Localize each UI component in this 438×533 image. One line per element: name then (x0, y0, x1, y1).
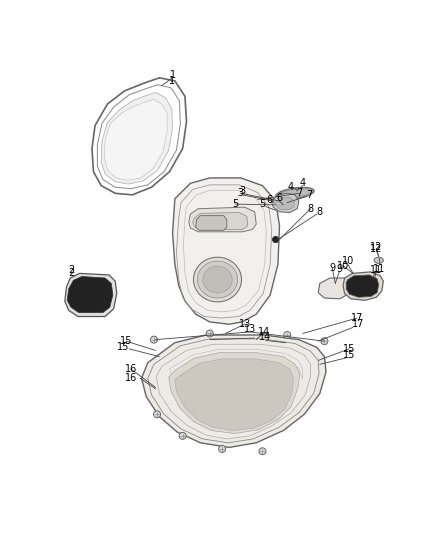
Text: 5: 5 (232, 199, 238, 209)
Ellipse shape (259, 448, 266, 455)
Text: 4: 4 (300, 177, 306, 188)
Ellipse shape (179, 432, 186, 439)
Ellipse shape (151, 336, 157, 343)
Text: 6: 6 (276, 193, 283, 203)
Polygon shape (104, 99, 167, 180)
Polygon shape (318, 278, 351, 299)
Text: 16: 16 (124, 364, 137, 374)
Polygon shape (276, 197, 294, 209)
Text: 4: 4 (288, 182, 294, 192)
Text: 12: 12 (370, 242, 382, 252)
Polygon shape (169, 353, 300, 433)
Text: 15: 15 (343, 344, 356, 354)
Ellipse shape (154, 411, 161, 418)
Text: 12: 12 (370, 244, 382, 254)
Text: 6: 6 (266, 195, 272, 205)
Polygon shape (67, 277, 113, 313)
Text: 11: 11 (373, 264, 385, 274)
Text: 15: 15 (120, 336, 132, 346)
Ellipse shape (194, 257, 241, 302)
Text: 14: 14 (259, 332, 272, 342)
Polygon shape (193, 213, 248, 230)
Text: 17: 17 (351, 313, 363, 323)
Polygon shape (175, 359, 293, 431)
Polygon shape (141, 335, 326, 447)
Text: 8: 8 (316, 207, 322, 217)
Text: 11: 11 (370, 265, 382, 276)
Text: 5: 5 (259, 199, 265, 209)
Text: 1: 1 (169, 76, 175, 86)
Text: 17: 17 (352, 319, 365, 329)
Text: 9: 9 (336, 264, 342, 274)
Ellipse shape (219, 446, 226, 453)
Text: 7: 7 (306, 190, 312, 200)
Ellipse shape (272, 237, 279, 243)
Polygon shape (272, 193, 299, 213)
Ellipse shape (284, 332, 291, 338)
Text: 15: 15 (117, 342, 129, 352)
Text: 8: 8 (307, 204, 314, 214)
Text: 7: 7 (296, 188, 302, 198)
Ellipse shape (321, 338, 328, 345)
Text: 13: 13 (239, 319, 251, 329)
Text: 1: 1 (170, 70, 176, 80)
Polygon shape (101, 92, 173, 184)
Text: 10: 10 (337, 261, 349, 271)
Text: 3: 3 (239, 186, 245, 196)
Ellipse shape (203, 266, 232, 293)
Text: 16: 16 (124, 373, 137, 383)
Ellipse shape (374, 257, 383, 263)
Text: 13: 13 (244, 324, 256, 334)
Ellipse shape (206, 330, 213, 337)
Polygon shape (65, 273, 117, 317)
Ellipse shape (278, 189, 312, 198)
Polygon shape (346, 275, 379, 297)
Polygon shape (196, 216, 227, 230)
Text: 14: 14 (258, 327, 270, 337)
Text: 10: 10 (342, 256, 354, 266)
Text: 3: 3 (238, 188, 244, 198)
Ellipse shape (198, 261, 238, 298)
Polygon shape (189, 207, 256, 232)
Text: 2: 2 (69, 269, 75, 278)
Text: 9: 9 (329, 263, 335, 273)
Text: 2: 2 (69, 265, 75, 276)
Text: 15: 15 (343, 350, 356, 360)
Polygon shape (343, 272, 383, 301)
Polygon shape (173, 178, 279, 324)
Ellipse shape (276, 187, 314, 199)
